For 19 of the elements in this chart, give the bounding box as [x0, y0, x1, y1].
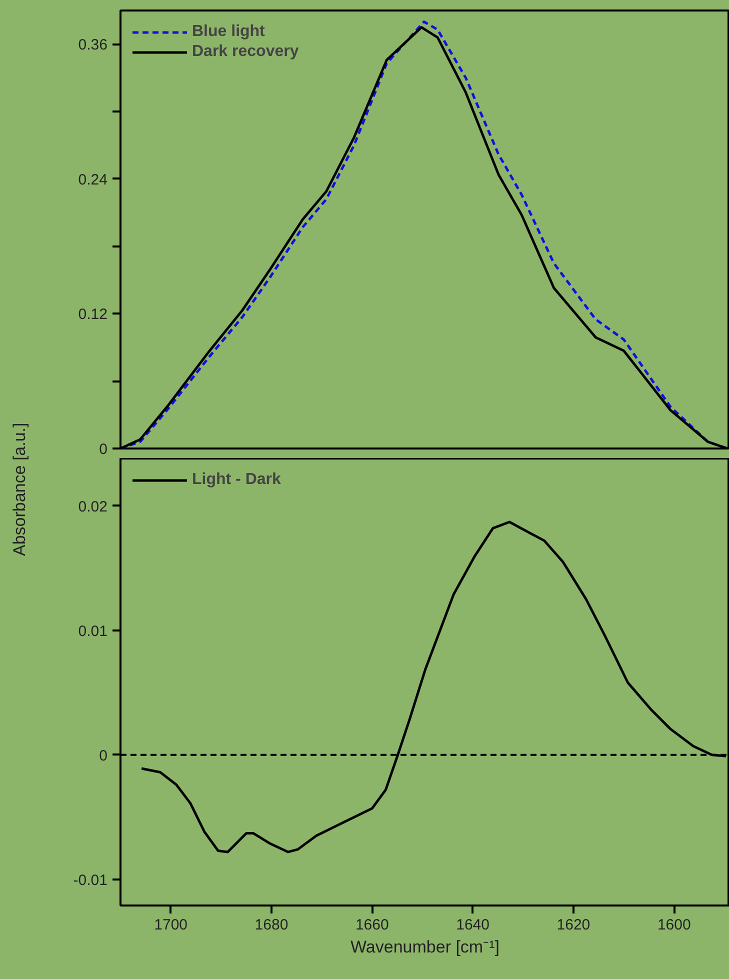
x-tick-label: 1680 [254, 916, 288, 934]
y-tick-label: 0 [99, 747, 108, 764]
x-tick-label: 1660 [355, 916, 389, 934]
y-tick-label: 0.12 [78, 306, 108, 324]
y-axis-title: Absorbance [a.u.] [8, 422, 30, 556]
x-tick-label: 1620 [556, 916, 590, 934]
legend-label: Light - Dark [192, 471, 281, 489]
legend-label: Dark recovery [192, 43, 299, 61]
y-tick-label: 0.36 [78, 36, 108, 54]
x-tick-label: 1700 [154, 916, 188, 934]
y-tick-label: 0.02 [78, 498, 108, 516]
y-tick-label: 0.24 [78, 171, 108, 188]
y-tick-label: -0.01 [73, 872, 108, 889]
legend-label: Blue light [192, 23, 265, 41]
x-tick-label: 1600 [657, 916, 691, 934]
y-tick-label: 0 [99, 441, 108, 458]
y-tick-label: 0.01 [78, 622, 108, 640]
x-axis-title: Wavenumber [cm⁻¹] [350, 938, 500, 956]
x-tick-label: 1640 [456, 916, 490, 934]
